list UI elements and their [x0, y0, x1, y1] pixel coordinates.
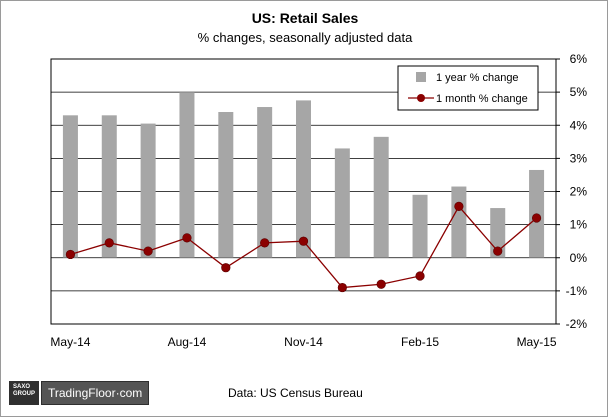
y-tick-label: -2% [566, 317, 588, 331]
bar-Nov-14 [296, 100, 311, 258]
point-Nov-14 [298, 236, 309, 246]
y-tick-label: 3% [570, 151, 588, 165]
tradingfloor-logo: TradingFloor·com [41, 381, 150, 405]
legend-label-1-month: 1 month % change [436, 93, 528, 105]
point-Feb-15 [415, 271, 425, 281]
source-note: Data: US Census Bureau [228, 386, 363, 400]
y-tick-label: -1% [566, 284, 588, 298]
y-tick-label: 5% [570, 85, 588, 99]
legend-marker-swatch [417, 94, 425, 102]
point-Jun-14 [104, 238, 114, 248]
point-Mar-15 [454, 201, 464, 212]
bar-Jun-14 [101, 115, 117, 258]
brand-logo: SAXO GROUP TradingFloor·com [9, 381, 150, 405]
bar-Aug-14 [179, 92, 195, 258]
y-tick-label: 0% [570, 251, 588, 265]
chart-title: US: Retail Sales [251, 10, 359, 26]
y-tick-label: 2% [570, 185, 588, 199]
point-May-14 [65, 249, 76, 260]
logo-box-line2: GROUP [13, 391, 36, 397]
bar-Feb-15 [412, 194, 428, 258]
bar-Jul-14 [140, 123, 156, 258]
saxo-group-logo: SAXO GROUP [9, 381, 39, 405]
legend-bar-swatch [416, 72, 426, 82]
point-Jul-14 [143, 246, 153, 256]
y-tick-label: 1% [570, 218, 588, 232]
x-tick-label: Aug-14 [168, 335, 207, 349]
point-Oct-14 [260, 238, 270, 248]
chart-subtitle: % changes, seasonally adjusted data [197, 30, 413, 45]
bar-Oct-14 [257, 107, 273, 258]
bar-Apr-15 [490, 208, 506, 258]
logo-box-line1: SAXO [13, 384, 31, 390]
bar-Jan-15 [373, 136, 389, 258]
x-tick-label: May-14 [50, 335, 90, 349]
y-tick-label: 6% [570, 52, 588, 66]
point-Dec-14 [337, 282, 347, 293]
point-Aug-14 [182, 233, 192, 243]
point-Jan-15 [376, 279, 386, 289]
bar-Dec-14 [334, 148, 350, 258]
x-tick-label: Nov-14 [284, 335, 323, 349]
x-tick-label: May-15 [517, 335, 557, 349]
y-tick-label: 4% [570, 118, 588, 132]
point-Sep-14 [221, 263, 231, 273]
point-May-15 [531, 213, 542, 223]
x-tick-label: Feb-15 [401, 335, 439, 349]
bar-May-14 [62, 115, 78, 258]
bar-Sep-14 [218, 112, 234, 258]
point-Apr-15 [493, 246, 503, 256]
legend-label-1-year: 1 year % change [436, 72, 519, 84]
bar-Mar-15 [451, 186, 467, 258]
